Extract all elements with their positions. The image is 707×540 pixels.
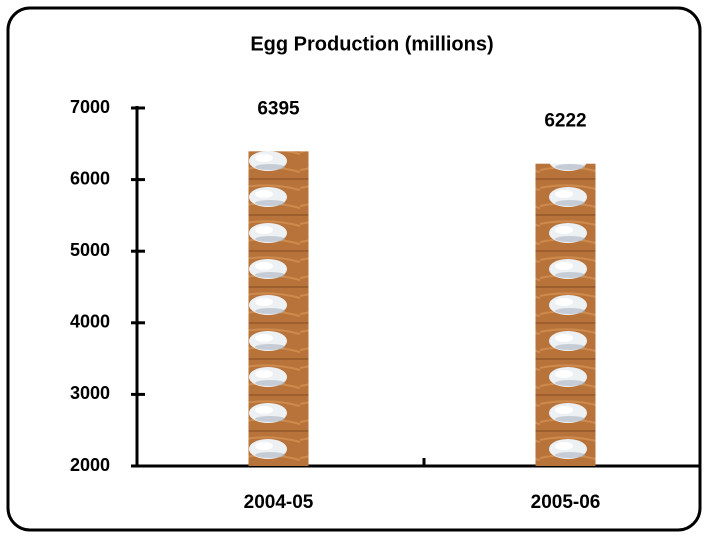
y-tick-label: 7000 (70, 97, 110, 117)
y-tick-label: 6000 (70, 168, 110, 188)
bar (535, 163, 596, 466)
y-tick-label: 5000 (70, 240, 110, 260)
x-tick-label: 2005-06 (531, 492, 601, 513)
y-tick-label: 3000 (70, 383, 110, 403)
frame (6, 6, 702, 532)
chart-title: Egg Production (millions) (250, 33, 493, 55)
bar (248, 151, 309, 466)
data-label: 6222 (544, 111, 586, 132)
data-label: 6395 (257, 98, 300, 119)
y-tick-label: 4000 (70, 312, 110, 332)
x-tick-label: 2004-05 (244, 492, 314, 513)
y-tick-label: 2000 (70, 455, 110, 475)
